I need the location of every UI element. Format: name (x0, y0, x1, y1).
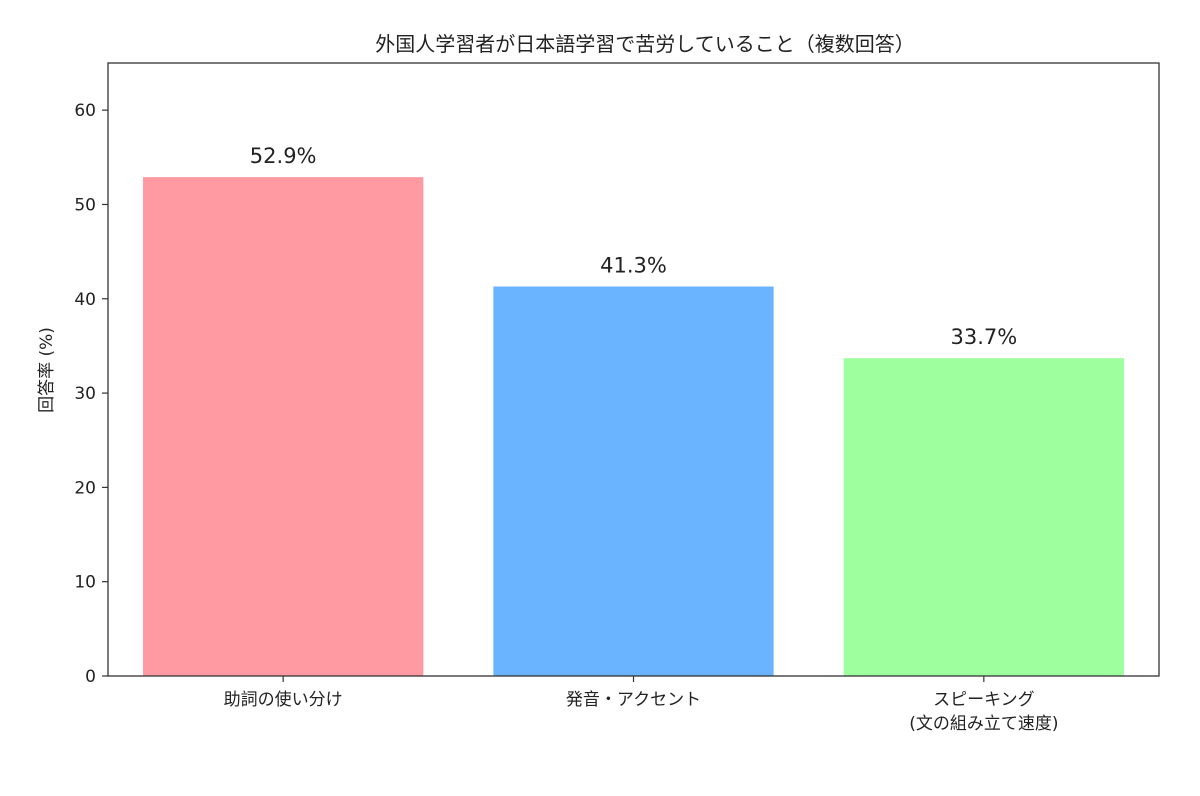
y-tick-label-20: 20 (74, 478, 96, 498)
data-label-2: 41.3% (600, 254, 667, 278)
y-tick-label-40: 40 (74, 290, 96, 310)
y-tick-label-50: 50 (74, 195, 96, 215)
bar-3 (843, 358, 1124, 676)
y-tick-label-0: 0 (85, 667, 96, 687)
data-label-1: 52.9% (250, 144, 317, 168)
y-tick-label-60: 60 (74, 101, 96, 121)
plot-frame (107, 62, 1160, 677)
chart-title: 外国人学習者が日本語学習で苦労していること（複数回答） (375, 32, 914, 56)
data-label-3: 33.7% (950, 325, 1017, 349)
x-tick-label-3-line-1: スピーキング (933, 690, 1035, 710)
bar-2 (493, 286, 774, 676)
x-tick-label-2: 発音・アクセント (566, 690, 701, 710)
y-tick-label-30: 30 (74, 384, 96, 404)
y-axis-label: 回答率 (%) (37, 327, 57, 413)
bar-1 (143, 177, 424, 676)
plot-area: 52.9% 助詞の使い分け 41.3% 発音・アクセント 33.7% スピーキング (文の組… (74, 62, 1160, 734)
y-tick-label-10: 10 (74, 573, 96, 593)
x-tick-label-3-line-2: (文の組み立て速度) (909, 714, 1058, 734)
x-tick-label-1: 助詞の使い分け (224, 689, 343, 710)
